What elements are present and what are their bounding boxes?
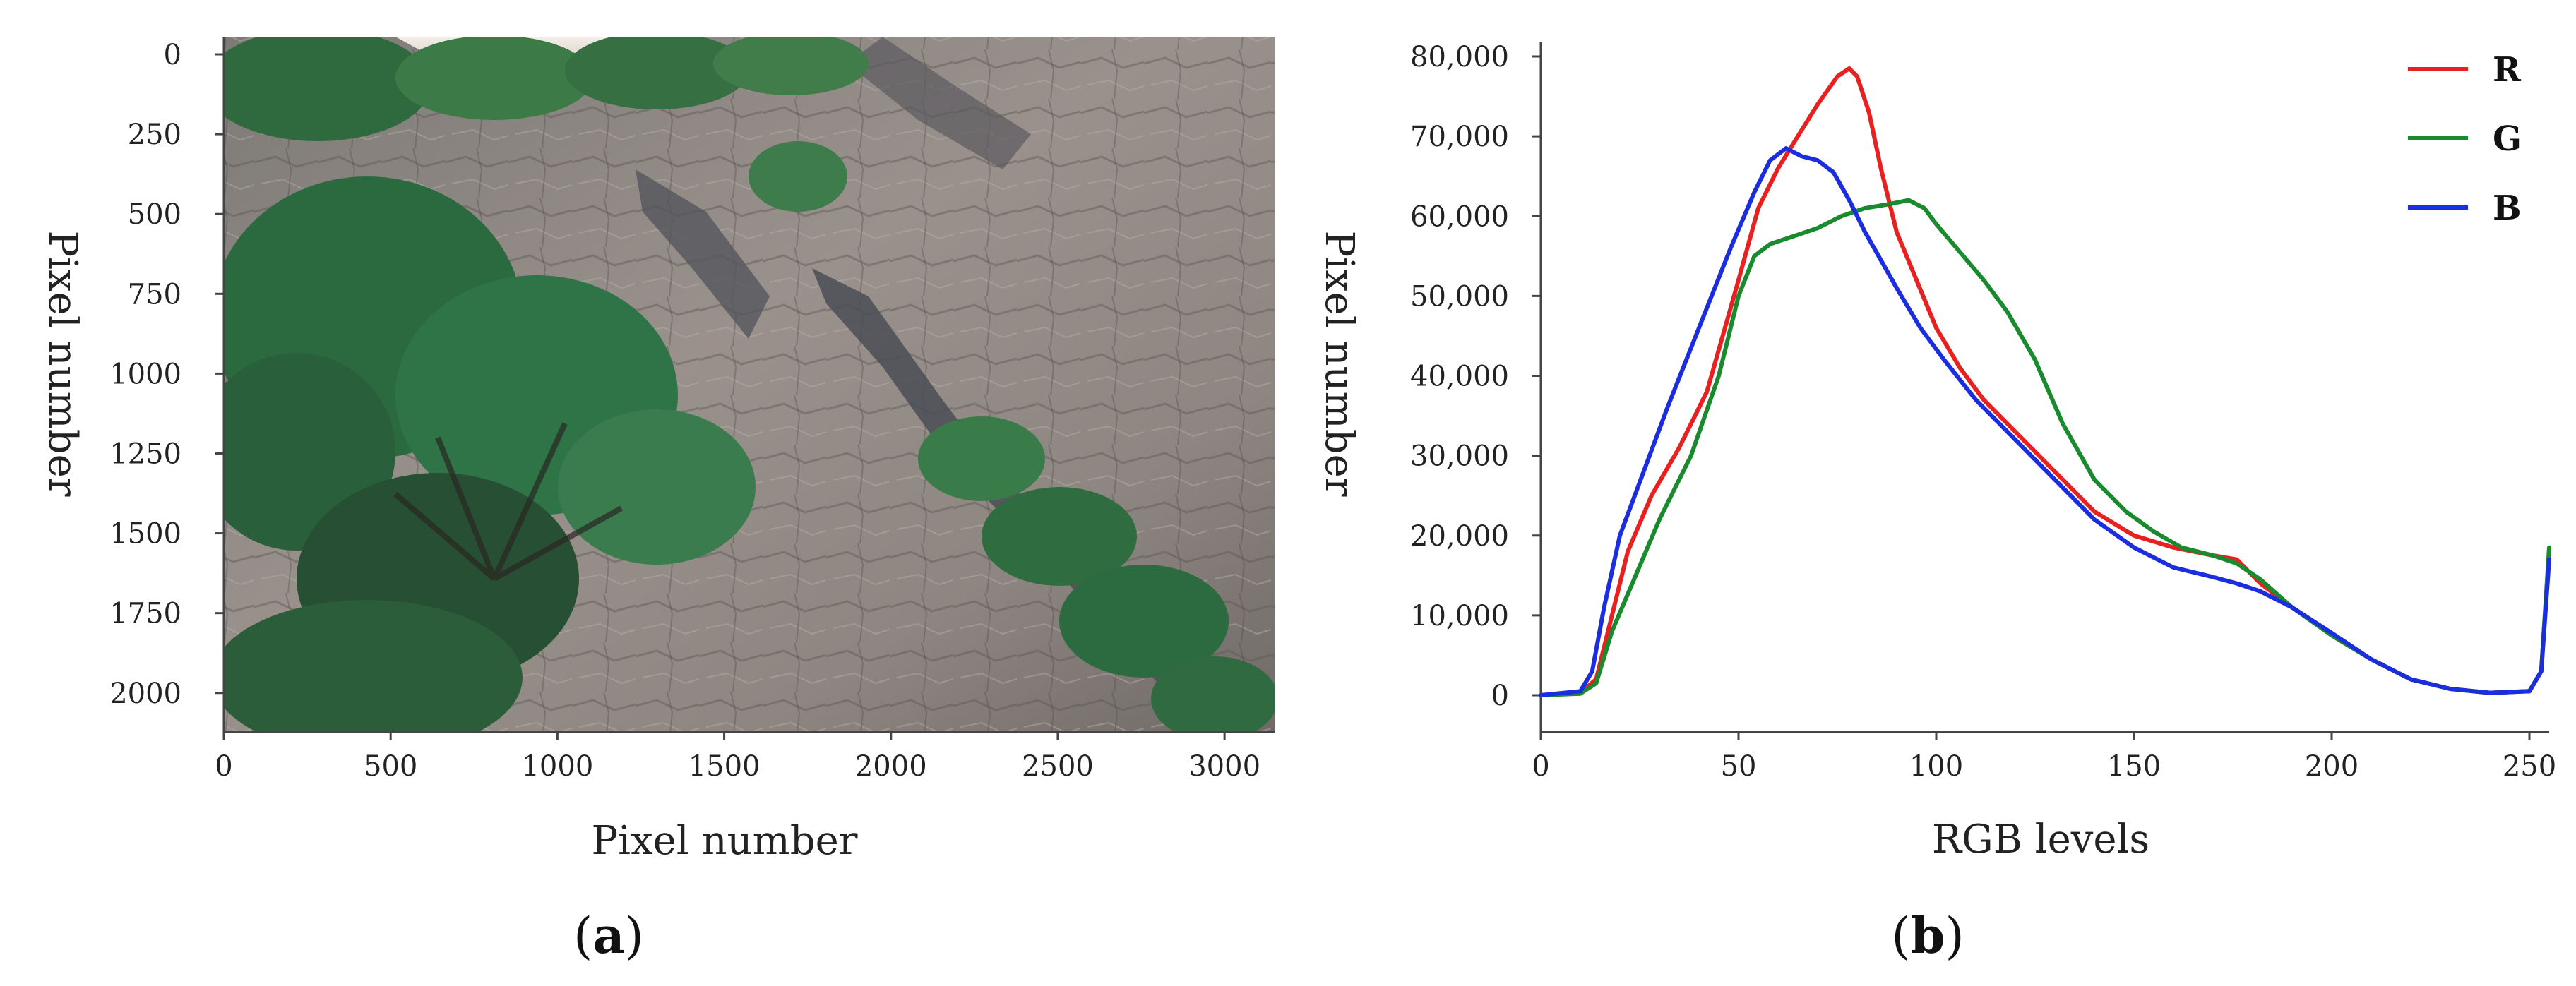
a-x-tick-label: 1000 — [521, 750, 593, 783]
b-y-tick-label: 50,000 — [1410, 280, 1509, 313]
a-y-tick-label: 1500 — [109, 518, 181, 551]
a-ylabel: Pixel number — [40, 230, 85, 496]
a-y-tick-label: 750 — [128, 278, 181, 311]
a-panel-label: (a) — [573, 906, 644, 965]
b-y-tick-label: 40,000 — [1410, 361, 1509, 393]
a-x-tick-label: 1500 — [688, 750, 761, 783]
a-x-tick-label: 500 — [364, 750, 417, 783]
a-x-tick-labels: 0 500 1000 1500 2000 2500 3000 — [215, 732, 1260, 783]
panel-b: 0 50 100 150 200 250 0 10,000 20,000 30,000 40,00… — [1316, 41, 2556, 965]
b-x-tick-label: 100 — [1909, 750, 1963, 783]
b-y-tick-label: 20,000 — [1410, 520, 1509, 553]
a-y-tick-label: 500 — [128, 198, 181, 231]
histogram-series — [1539, 66, 2551, 697]
b-xlabel: RGB levels — [1932, 817, 2149, 862]
a-x-tick-label: 2000 — [855, 750, 927, 783]
b-y-tick-label: 70,000 — [1410, 121, 1509, 153]
b-y-tick-labels: 0 10,000 20,000 30,000 40,000 50,000 60,000 70,… — [1410, 41, 1541, 712]
a-x-tick-label: 2500 — [1022, 750, 1094, 783]
b-y-tick-label: 0 — [1491, 680, 1509, 712]
a-x-tick-label: 0 — [215, 750, 232, 783]
panel-a: 0 500 1000 1500 2000 2500 3000 0 250 500 750 1000 1… — [40, 37, 1275, 965]
b-x-tick-labels: 0 50 100 150 200 250 — [1532, 732, 2556, 783]
a-y-tick-label: 0 — [164, 39, 181, 71]
a-y-tick-label: 1000 — [109, 358, 181, 390]
legend-label-g: G — [2493, 119, 2522, 159]
series-line-b — [1539, 146, 2551, 697]
b-x-tick-label: 150 — [2107, 750, 2161, 783]
legend-label-b: B — [2493, 188, 2522, 228]
b-y-tick-label: 60,000 — [1410, 200, 1509, 233]
b-ylabel: Pixel number — [1316, 230, 1362, 496]
a-y-tick-label: 2000 — [109, 678, 181, 710]
a-y-tick-labels: 0 250 500 750 1000 1250 1500 1750 2000 — [109, 39, 224, 710]
legend: RGB — [2408, 50, 2522, 228]
a-y-tick-label: 1250 — [109, 438, 181, 470]
a-y-tick-label: 1750 — [109, 598, 181, 630]
b-x-tick-label: 50 — [1721, 750, 1757, 783]
a-x-tick-label: 3000 — [1188, 750, 1260, 783]
a-y-tick-label: 250 — [128, 119, 181, 151]
series-line-g — [1539, 198, 2551, 697]
rock-slope-photo — [224, 37, 1275, 732]
b-y-tick-label: 10,000 — [1410, 600, 1509, 632]
b-panel-label: (b) — [1891, 906, 1964, 965]
b-y-tick-label: 80,000 — [1410, 41, 1509, 73]
legend-label-r: R — [2493, 50, 2522, 90]
b-x-tick-label: 200 — [2305, 750, 2359, 783]
b-x-tick-label: 0 — [1532, 750, 1549, 783]
b-x-tick-label: 250 — [2503, 750, 2556, 783]
a-xlabel: Pixel number — [591, 818, 857, 864]
b-y-tick-label: 30,000 — [1410, 440, 1509, 473]
